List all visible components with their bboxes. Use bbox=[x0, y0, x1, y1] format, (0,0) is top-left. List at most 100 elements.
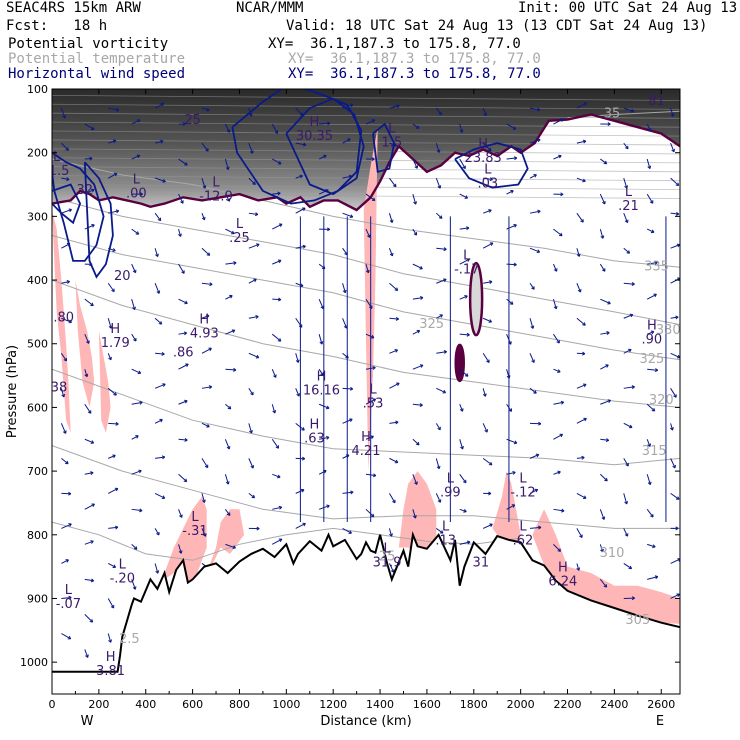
wind-vector-head bbox=[275, 445, 280, 449]
wind-vector bbox=[529, 318, 534, 329]
wind-vector bbox=[553, 508, 565, 512]
hl-letter: L bbox=[388, 121, 396, 136]
wind-vector bbox=[553, 228, 563, 237]
wind-vector bbox=[389, 142, 397, 147]
wind-vector-head bbox=[303, 142, 307, 147]
wind-vector bbox=[108, 173, 118, 179]
theta-contour bbox=[52, 196, 680, 326]
wind-vector-head bbox=[277, 259, 282, 264]
hl-letter: L bbox=[442, 519, 450, 534]
wind-vector-head bbox=[536, 107, 541, 112]
wind-vector-head bbox=[512, 470, 516, 475]
wind-vector bbox=[647, 262, 658, 265]
wind-vector bbox=[318, 334, 323, 345]
wind-vector-head bbox=[631, 385, 635, 390]
x-tick-label: 600 bbox=[182, 698, 203, 711]
wind-vector-head bbox=[392, 183, 397, 188]
wind-vector-head bbox=[419, 296, 424, 300]
wind-vector-head bbox=[628, 348, 632, 353]
wind-vector-head bbox=[91, 126, 95, 130]
wind-vector bbox=[365, 119, 376, 125]
wind-vector-head bbox=[370, 334, 375, 339]
wind-vector bbox=[388, 528, 393, 537]
field-xy-pv: XY= 36.1,187.3 to 175.8, 77.0 bbox=[268, 36, 521, 52]
wind-vector bbox=[248, 458, 254, 469]
wind-vector-head bbox=[607, 300, 611, 305]
wind-vector-head bbox=[488, 491, 492, 496]
wind-vector bbox=[178, 298, 188, 304]
theta-label: 25 bbox=[379, 549, 396, 564]
wind-vector-head bbox=[561, 508, 565, 513]
wind-vector bbox=[295, 207, 306, 214]
field-label-theta: Potential temperature bbox=[8, 51, 186, 67]
y-tick-label: 300 bbox=[27, 210, 48, 223]
wind-vector bbox=[201, 107, 210, 111]
wind-vector-head bbox=[132, 306, 136, 311]
wind-vector bbox=[576, 140, 586, 144]
terrain-line bbox=[52, 531, 680, 673]
wind-vector-head bbox=[201, 216, 206, 221]
wind-vector-head bbox=[349, 214, 354, 219]
wind-vector bbox=[154, 563, 159, 574]
hl-letter: H bbox=[310, 417, 320, 432]
wind-vector-head bbox=[464, 195, 469, 199]
wind-vector bbox=[272, 223, 283, 230]
wind-vector-head bbox=[348, 174, 353, 179]
wind-vector-head bbox=[278, 538, 283, 543]
wind-vector bbox=[599, 193, 606, 205]
wind-vector-head bbox=[349, 418, 353, 422]
pv-stripe bbox=[52, 94, 680, 101]
wind-vector bbox=[600, 399, 611, 405]
wind-vector-head bbox=[394, 348, 399, 353]
hl-value: 30.35 bbox=[296, 129, 333, 144]
wind-vector bbox=[506, 298, 514, 305]
wind-vector bbox=[436, 314, 443, 319]
wind-vector bbox=[225, 295, 233, 300]
hl-value: 32 bbox=[77, 183, 94, 198]
hl-letter: L bbox=[519, 472, 527, 487]
wind-vector-head bbox=[273, 374, 277, 378]
wind-vector-head bbox=[86, 340, 90, 344]
x-tick-label: 1600 bbox=[413, 698, 441, 711]
hl-value: 1.5 bbox=[381, 135, 402, 150]
wind-vector bbox=[295, 142, 307, 146]
wind-vector-head bbox=[601, 268, 606, 272]
theta-label: 325 bbox=[639, 352, 664, 367]
wind-vector bbox=[271, 123, 278, 134]
wind-vector-head bbox=[372, 473, 377, 478]
wind-vector bbox=[84, 333, 90, 344]
wind-vector bbox=[201, 213, 205, 221]
wind-vector bbox=[576, 102, 587, 109]
wind-vector-head bbox=[250, 465, 255, 469]
wind-vector-head bbox=[414, 165, 419, 169]
wind-vector-head bbox=[370, 513, 375, 518]
wind-vector bbox=[84, 503, 95, 510]
wind-vector-head bbox=[66, 177, 70, 182]
wind-vector bbox=[600, 364, 609, 370]
wind-vector-head bbox=[459, 129, 464, 133]
wind-vector-head bbox=[112, 454, 116, 459]
hl-letter: L bbox=[484, 163, 492, 178]
hl-letter: H bbox=[110, 322, 120, 337]
wind-vector-head bbox=[184, 162, 188, 166]
wind-vector-head bbox=[513, 440, 518, 445]
wind-vector bbox=[342, 247, 348, 256]
wind-vector-head bbox=[482, 393, 487, 397]
wind-vector bbox=[435, 177, 441, 189]
wind-vector-head bbox=[628, 565, 633, 570]
hl-value: .13 bbox=[435, 533, 456, 548]
wind-vector-head bbox=[488, 209, 492, 213]
wind-vector-head bbox=[91, 188, 95, 193]
wind-vector-head bbox=[348, 530, 352, 534]
hl-value: .99 bbox=[440, 486, 461, 501]
wind-vector bbox=[342, 212, 353, 218]
terrain-fill bbox=[52, 534, 680, 694]
wind-vector-head bbox=[183, 331, 188, 336]
wind-vector-head bbox=[436, 465, 441, 470]
wind-vector-head bbox=[136, 154, 141, 159]
wind-vector-head bbox=[583, 417, 587, 422]
wind-vector-head bbox=[162, 179, 166, 183]
wind-vector bbox=[342, 527, 352, 534]
wind-vector-head bbox=[439, 530, 444, 534]
wind-vector-head bbox=[325, 405, 330, 410]
